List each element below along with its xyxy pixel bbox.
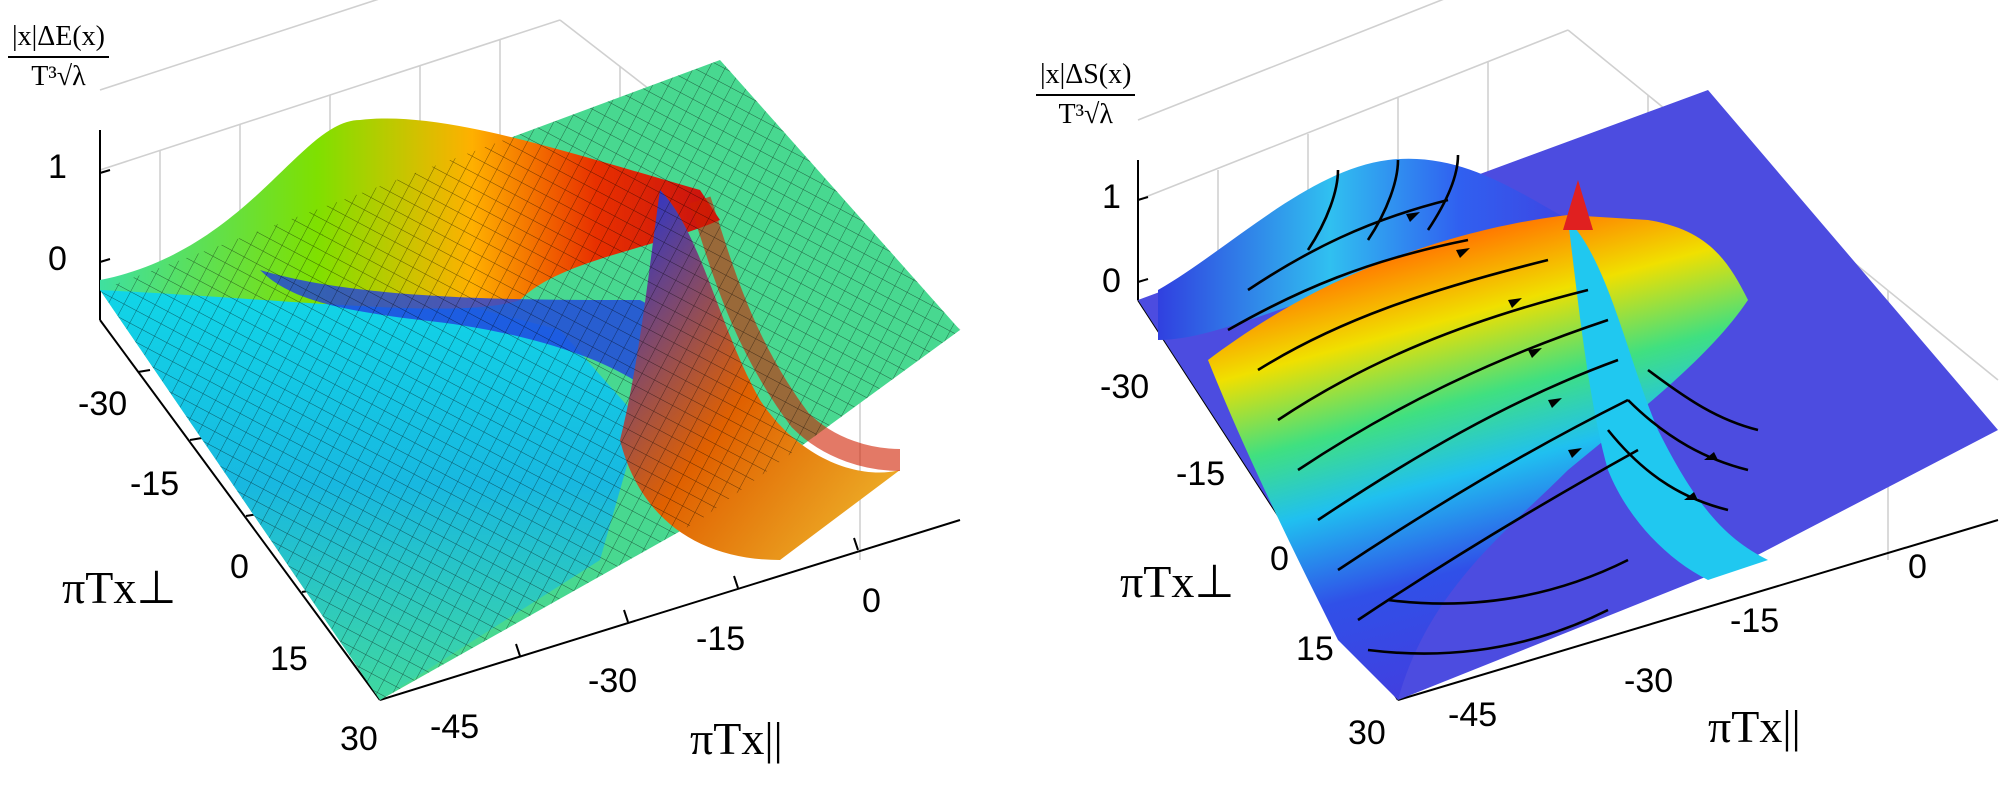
y-tick-label: 15 [270,640,308,678]
y-axis-label-text: πTx⊥ [62,562,177,613]
energy-surface-canvas [99,0,961,701]
entropy-surface-canvas [1137,0,1999,701]
y-tick-label: -30 [1100,368,1150,406]
z-tick-label: 1 [48,148,67,186]
x-tick-label: -15 [1730,602,1780,640]
streamlines [1227,154,1759,655]
z-axis-label: |x|ΔE(x) T³√λ [8,20,109,94]
y-axis-label-text: πTx⊥ [1120,556,1235,607]
x-axis-label: πTx|| [690,712,783,765]
energy-surface [100,60,960,700]
x-tick-label: -30 [588,662,638,700]
z-axis-label-denominator: T³√λ [31,61,86,92]
x-tick-label: -15 [696,620,746,658]
y-axis-label: πTx⊥ [1120,554,1234,608]
y-tick-label: 0 [230,548,249,586]
y-axis-label: πTx⊥ [62,560,176,614]
y-tick-label: -30 [78,385,128,423]
z-tick-label: 0 [48,240,67,278]
y-tick-label: 0 [1270,540,1289,578]
y-tick-label: 15 [1296,630,1334,668]
x-tick-label: -30 [1624,662,1674,700]
entropy-surface [1138,90,1998,700]
x-tick-label: -45 [1448,696,1498,734]
z-axis-label-numerator: |x|ΔS(x) [1036,58,1136,96]
z-tick-label: 0 [1102,262,1121,300]
x-axis-label-text: πTx|| [690,713,783,764]
energy-density-surface-plot: |x|ΔE(x) T³√λ 1 0 -30 -15 0 15 30 -45 -3… [0,0,1007,802]
x-tick-label: 0 [1908,548,1927,586]
tick-marks [1137,196,1149,283]
x-axis-label-text: πTx|| [1708,701,1801,752]
entropy-density-surface-plot: |x|ΔS(x) T³√λ 1 0 -30 -15 0 15 30 -45 -3… [1008,0,2015,802]
y-tick-label: -15 [130,465,180,503]
y-tick-label: 30 [1348,714,1386,752]
y-tick-label: 30 [340,720,378,758]
x-axis-label: πTx|| [1708,700,1801,753]
z-axis-label-denominator: T³√λ [1058,99,1113,130]
z-tick-label: 1 [1102,178,1121,216]
z-axis-label: |x|ΔS(x) T³√λ [1036,58,1136,132]
streamline-arrows [1406,212,1718,500]
z-axis-label-numerator: |x|ΔE(x) [8,20,109,58]
x-tick-label: -45 [430,708,480,746]
x-tick-label: 0 [862,582,881,620]
y-tick-label: -15 [1176,455,1226,493]
